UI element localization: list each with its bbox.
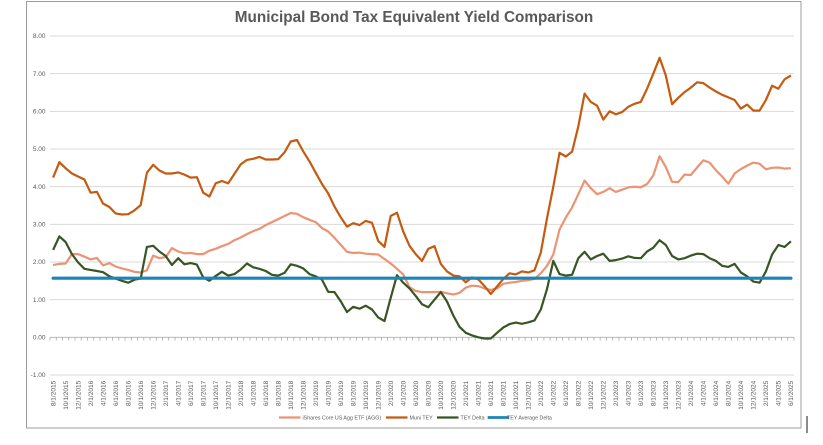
svg-text:10/1/2016: 10/1/2016 [138,380,145,409]
svg-text:6/1/2024: 6/1/2024 [713,380,720,406]
svg-text:8/1/2023: 8/1/2023 [651,380,658,406]
svg-text:4/1/2021: 4/1/2021 [475,380,482,406]
svg-text:12/1/2021: 12/1/2021 [525,380,532,409]
svg-text:8/1/2017: 8/1/2017 [200,380,207,406]
svg-text:10/1/2024: 10/1/2024 [738,380,745,409]
svg-text:12/1/2018: 12/1/2018 [300,380,307,409]
svg-text:8/1/2015: 8/1/2015 [50,380,57,406]
svg-text:8/1/2019: 8/1/2019 [350,380,357,406]
svg-text:10/1/2018: 10/1/2018 [288,380,295,409]
svg-text:12/1/2020: 12/1/2020 [450,380,457,409]
svg-text:2/1/2023: 2/1/2023 [613,380,620,406]
svg-text:8.00: 8.00 [33,33,46,40]
svg-text:10/1/2017: 10/1/2017 [213,380,220,409]
svg-text:2/1/2019: 2/1/2019 [313,380,320,406]
svg-text:8/1/2022: 8/1/2022 [576,380,583,406]
svg-text:2/1/2016: 2/1/2016 [88,380,95,406]
svg-text:6.00: 6.00 [33,109,46,116]
svg-text:6/1/2022: 6/1/2022 [563,380,570,406]
svg-text:10/1/2022: 10/1/2022 [588,380,595,409]
svg-text:2/1/2024: 2/1/2024 [688,380,695,406]
svg-text:6/1/2023: 6/1/2023 [638,380,645,406]
svg-text:0.00: 0.00 [33,335,46,342]
svg-text:4/1/2017: 4/1/2017 [175,380,182,406]
svg-text:4/1/2018: 4/1/2018 [250,380,257,406]
svg-text:12/1/2016: 12/1/2016 [150,380,157,409]
svg-text:4/1/2019: 4/1/2019 [325,380,332,406]
svg-text:12/1/2019: 12/1/2019 [375,380,382,409]
svg-text:6/1/2025: 6/1/2025 [788,380,795,406]
svg-text:-1.00: -1.00 [31,372,46,379]
svg-text:8/1/2024: 8/1/2024 [726,380,733,406]
svg-text:12/1/2017: 12/1/2017 [225,380,232,409]
svg-text:6/1/2016: 6/1/2016 [113,380,120,406]
svg-text:2/1/2021: 2/1/2021 [463,380,470,406]
svg-text:7.00: 7.00 [33,71,46,78]
svg-text:TEY Delta: TEY Delta [461,415,485,421]
svg-text:4/1/2025: 4/1/2025 [776,380,783,406]
svg-text:8/1/2021: 8/1/2021 [500,380,507,406]
svg-text:6/1/2021: 6/1/2021 [488,380,495,406]
svg-text:6/1/2017: 6/1/2017 [188,380,195,406]
svg-text:6/1/2019: 6/1/2019 [338,380,345,406]
svg-text:10/1/2023: 10/1/2023 [663,380,670,409]
svg-text:10/1/2021: 10/1/2021 [513,380,520,409]
svg-text:8/1/2018: 8/1/2018 [275,380,282,406]
svg-text:3.00: 3.00 [33,222,46,229]
svg-text:2/1/2022: 2/1/2022 [538,380,545,406]
svg-text:10/1/2015: 10/1/2015 [63,380,70,409]
svg-text:4/1/2024: 4/1/2024 [701,380,708,406]
svg-text:2/1/2018: 2/1/2018 [238,380,245,406]
svg-text:10/1/2020: 10/1/2020 [438,380,445,409]
svg-text:12/1/2022: 12/1/2022 [601,380,608,409]
svg-text:4/1/2020: 4/1/2020 [400,380,407,406]
svg-text:4/1/2022: 4/1/2022 [550,380,557,406]
svg-text:2/1/2020: 2/1/2020 [388,380,395,406]
svg-text:1.00: 1.00 [33,297,46,304]
svg-text:TEY Average Delta: TEY Average Delta [507,415,552,421]
svg-text:2/1/2025: 2/1/2025 [763,380,770,406]
svg-text:6/1/2020: 6/1/2020 [413,380,420,406]
svg-text:12/1/2024: 12/1/2024 [751,380,758,409]
svg-text:8/1/2016: 8/1/2016 [125,380,132,406]
svg-text:4.00: 4.00 [33,184,46,191]
svg-text:10/1/2019: 10/1/2019 [363,380,370,409]
svg-text:Municipal Bond Tax Equivalent: Municipal Bond Tax Equivalent Yield Comp… [235,9,593,26]
svg-text:iShares Core US Agg ETF (AGG): iShares Core US Agg ETF (AGG) [303,415,382,421]
svg-text:2/1/2017: 2/1/2017 [163,380,170,406]
svg-text:12/1/2015: 12/1/2015 [75,380,82,409]
svg-text:5.00: 5.00 [33,146,46,153]
svg-text:4/1/2016: 4/1/2016 [100,380,107,406]
svg-text:4/1/2023: 4/1/2023 [626,380,633,406]
svg-text:8/1/2020: 8/1/2020 [425,380,432,406]
svg-text:12/1/2023: 12/1/2023 [676,380,683,409]
svg-text:6/1/2018: 6/1/2018 [263,380,270,406]
svg-text:2.00: 2.00 [33,259,46,266]
svg-text:Muni TEY: Muni TEY [410,415,434,421]
